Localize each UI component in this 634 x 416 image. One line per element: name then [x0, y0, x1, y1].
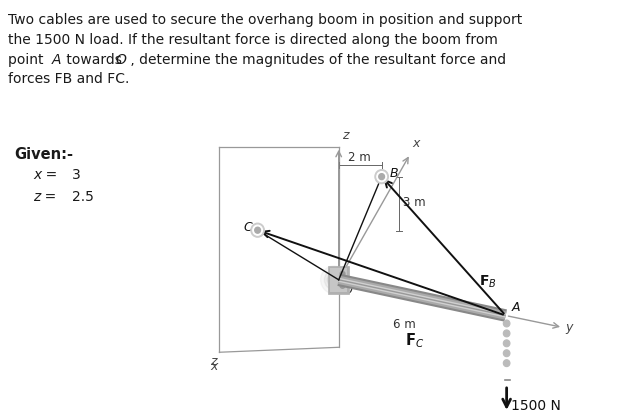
- Text: z: z: [342, 129, 348, 142]
- Text: A: A: [51, 52, 61, 67]
- Text: z =: z =: [34, 190, 56, 203]
- Circle shape: [378, 173, 384, 180]
- Circle shape: [327, 273, 340, 287]
- Circle shape: [253, 225, 262, 235]
- Text: x: x: [412, 137, 420, 150]
- Text: , determine the magnitudes of the resultant force and: , determine the magnitudes of the result…: [126, 52, 506, 67]
- Circle shape: [325, 270, 344, 290]
- Text: C: C: [243, 221, 252, 234]
- Text: forces FB and FC.: forces FB and FC.: [8, 72, 129, 87]
- Text: B: B: [389, 167, 398, 180]
- Circle shape: [503, 350, 510, 357]
- Text: towards: towards: [62, 52, 126, 67]
- Text: 6 m: 6 m: [393, 317, 416, 331]
- Circle shape: [251, 223, 264, 237]
- Bar: [328, 266, 349, 294]
- Circle shape: [255, 227, 261, 233]
- Text: 3 m: 3 m: [403, 196, 425, 210]
- Circle shape: [321, 266, 347, 294]
- Circle shape: [503, 340, 510, 347]
- Text: y: y: [565, 321, 573, 334]
- Circle shape: [340, 271, 345, 276]
- Text: A: A: [512, 301, 520, 314]
- Circle shape: [503, 330, 510, 337]
- Text: Two cables are used to secure the overhang boom in position and support: Two cables are used to secure the overha…: [8, 13, 522, 27]
- Text: x =: x =: [34, 168, 58, 182]
- Circle shape: [503, 360, 510, 366]
- Text: O: O: [115, 52, 126, 67]
- Text: $\mathbf{F}_C$: $\mathbf{F}_C$: [406, 332, 425, 350]
- Text: 2 m: 2 m: [348, 151, 371, 164]
- Circle shape: [375, 170, 388, 183]
- Text: 2.5: 2.5: [72, 190, 93, 203]
- Bar: [330, 268, 347, 292]
- Text: z: z: [210, 355, 216, 368]
- Circle shape: [340, 283, 345, 288]
- Circle shape: [503, 320, 510, 327]
- Text: Given:-: Given:-: [15, 147, 74, 162]
- Text: x: x: [210, 360, 217, 373]
- Text: point: point: [8, 52, 48, 67]
- Circle shape: [377, 172, 386, 181]
- Text: 3: 3: [72, 168, 81, 182]
- Text: $\mathbf{F}_B$: $\mathbf{F}_B$: [479, 274, 496, 290]
- Text: the 1500 N load. If the resultant force is directed along the boom from: the 1500 N load. If the resultant force …: [8, 33, 498, 47]
- Text: 1500 N: 1500 N: [512, 399, 561, 413]
- Text: O: O: [342, 284, 353, 297]
